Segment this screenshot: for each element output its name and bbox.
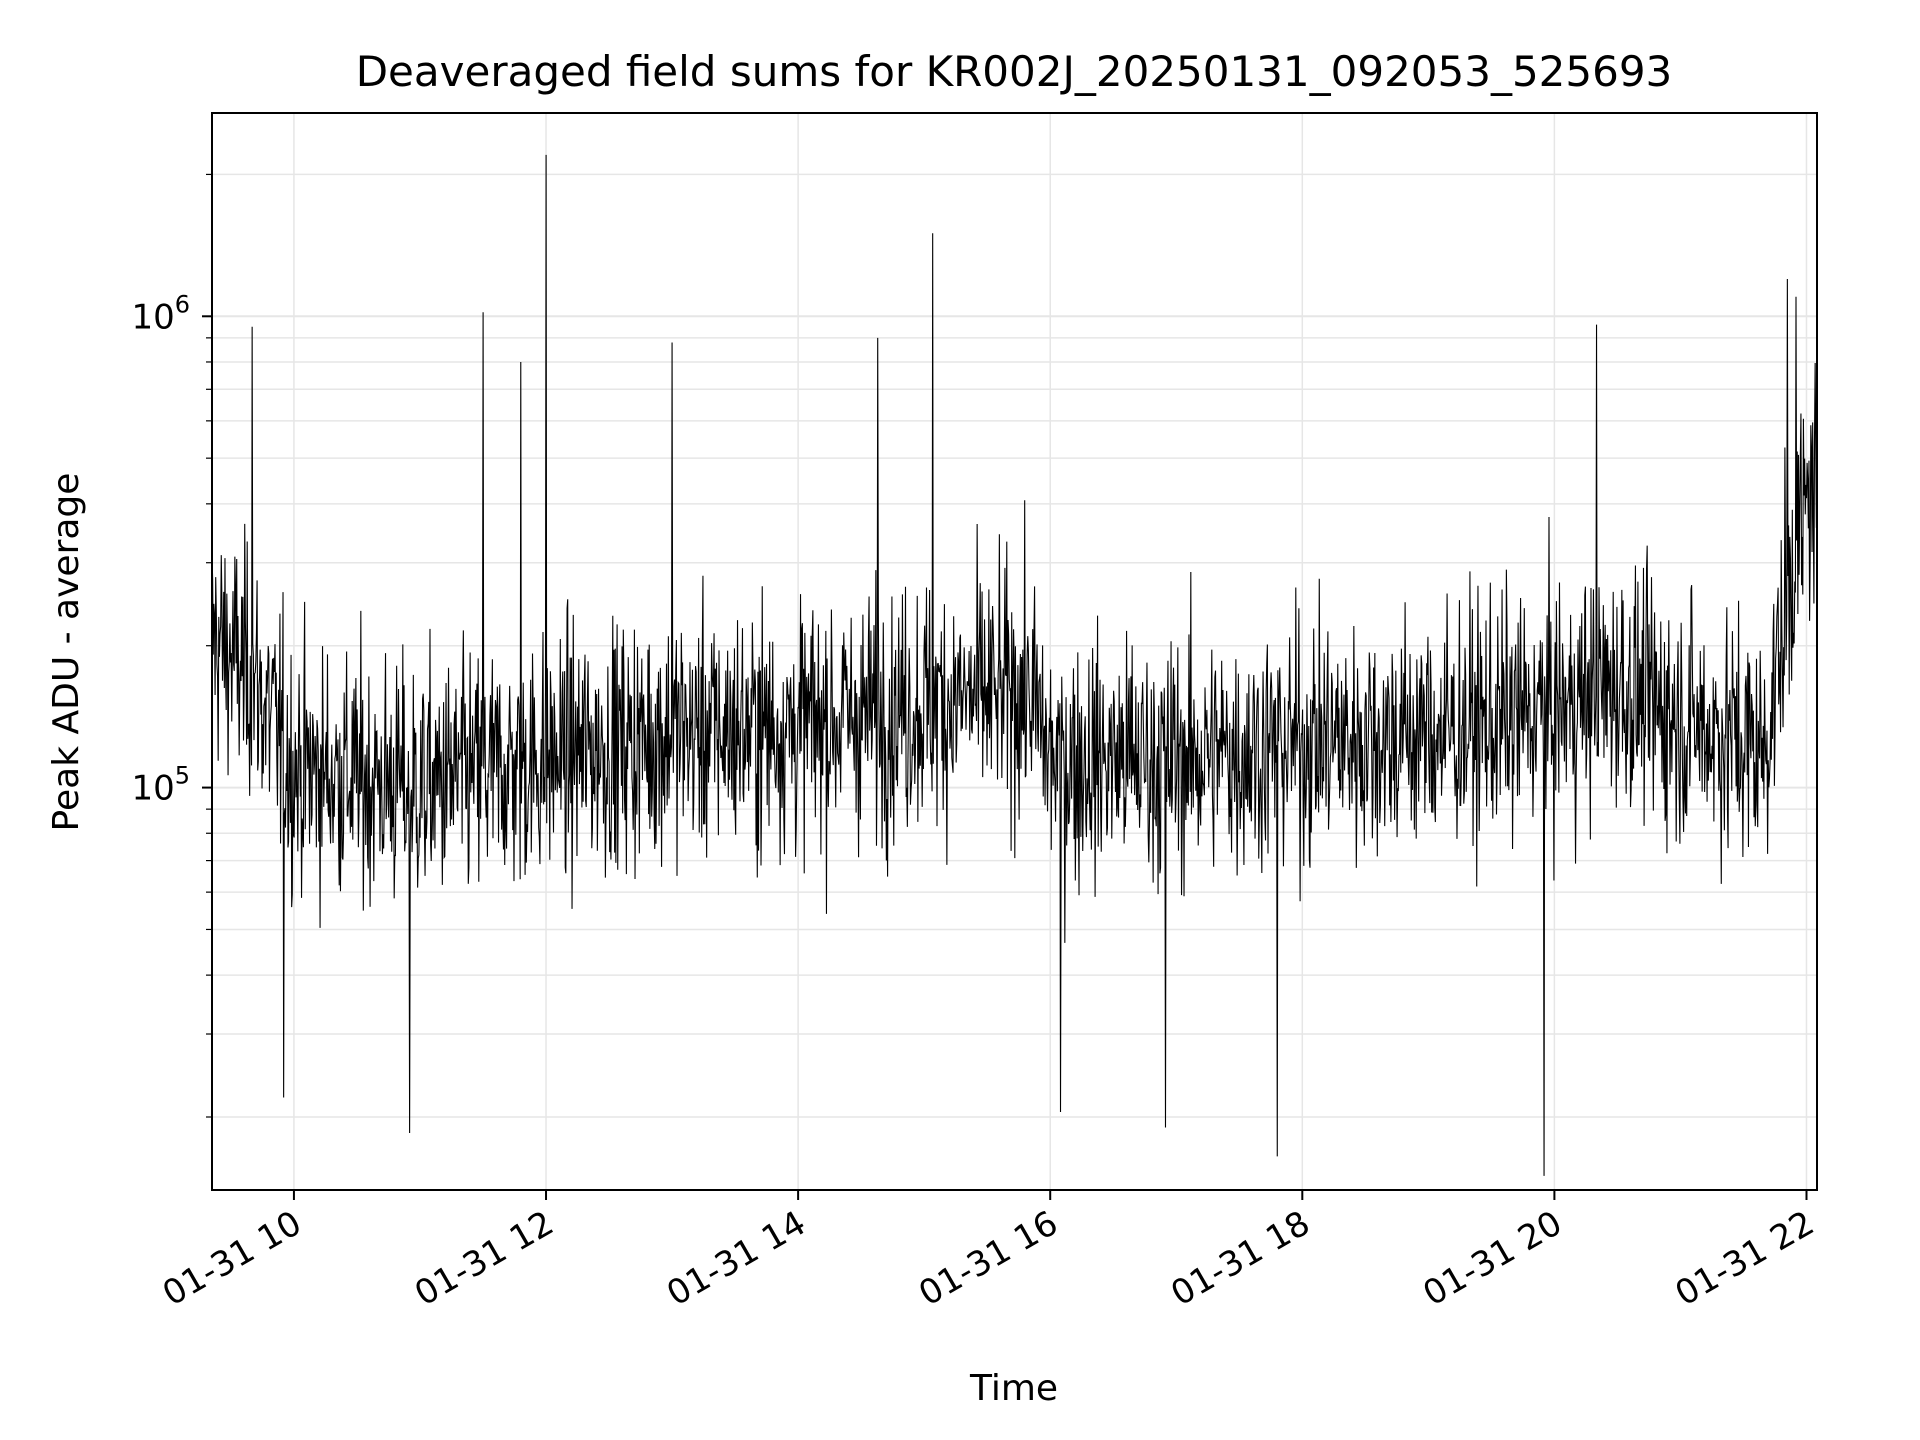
plot-area (212, 154, 1817, 1176)
y-tick-label: 105 (131, 762, 190, 809)
y-axis-title: Peak ADU - average (46, 473, 87, 832)
series-line (212, 154, 1817, 1176)
x-axis-title: Time (969, 1368, 1058, 1409)
plot-frame (211, 112, 1818, 1191)
chart-title: Deaveraged field sums for KR002J_2025013… (356, 47, 1673, 96)
y-tick-label: 106 (131, 290, 190, 337)
